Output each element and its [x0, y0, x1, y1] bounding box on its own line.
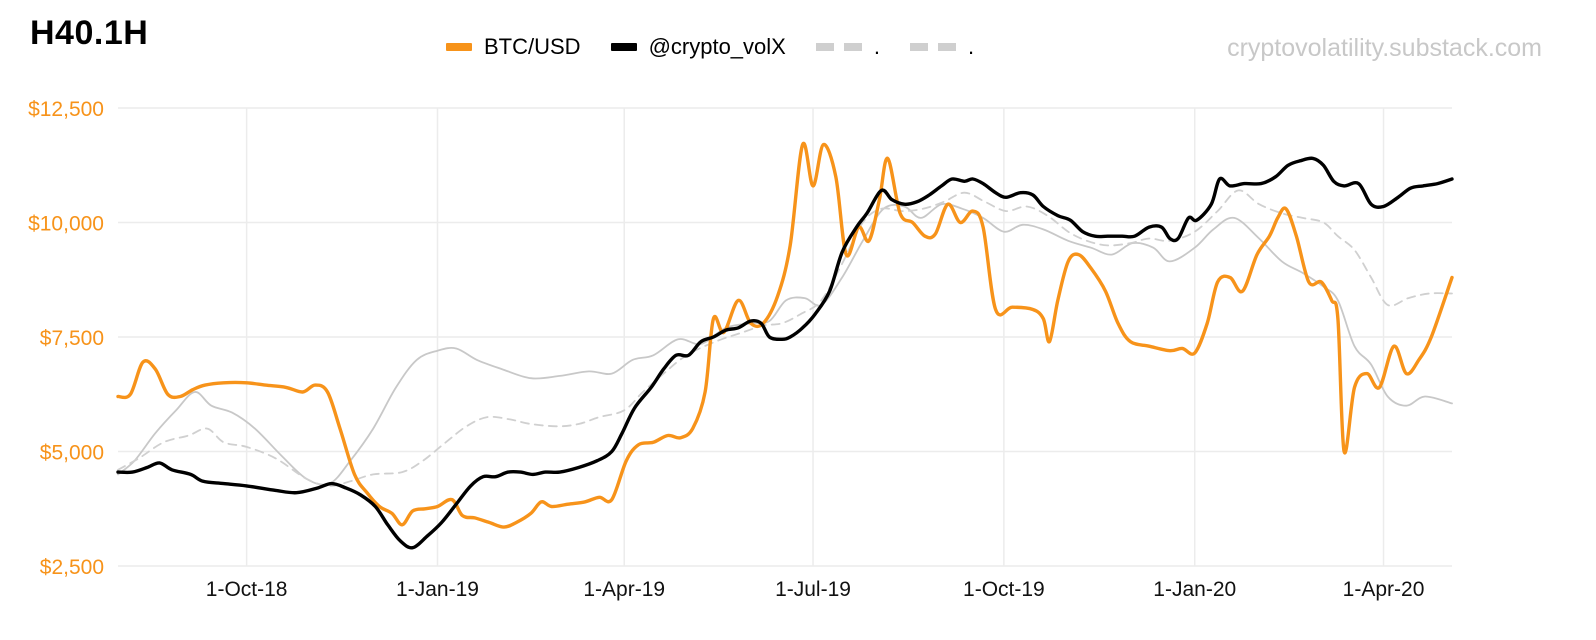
y-tick-label: $5,000 [40, 442, 104, 465]
legend-swatch-series-4 [909, 43, 956, 51]
x-tick-label: 1-Oct-18 [206, 578, 288, 601]
x-axis-ticks: 1-Oct-18 1-Jan-19 1-Apr-19 1-Jul-19 1-Oct-19… [206, 578, 1425, 601]
y-tick-label: $2,500 [40, 556, 104, 579]
watermark: cryptovolatility.substack.com [1227, 34, 1542, 62]
y-tick-label: $7,500 [40, 327, 104, 350]
series-line-btc-usd [116, 141, 1454, 529]
chart-series [116, 141, 1454, 550]
series-line-crypto-volx [116, 156, 1454, 550]
legend-label-series-4: . [967, 34, 975, 59]
legend-item-btc: BTC/USD [446, 34, 581, 60]
x-tick-label: 1-Jan-19 [396, 578, 479, 601]
chart-grid [118, 107, 1452, 567]
legend-swatch-series-3 [815, 43, 862, 51]
legend-swatch-volx [610, 43, 637, 51]
x-tick-label: 1-Jul-19 [775, 578, 851, 601]
y-tick-label: $10,000 [28, 213, 104, 236]
x-tick-label: 1-Oct-19 [963, 578, 1045, 601]
x-tick-label: 1-Apr-19 [583, 578, 665, 601]
chart-legend: BTC/USD @crypto_volX . . [446, 34, 1004, 60]
y-tick-label: $12,500 [28, 98, 104, 121]
x-tick-label: 1-Apr-20 [1343, 578, 1425, 601]
legend-item-volx: @crypto_volX [610, 34, 786, 60]
chart-title: H40.1H [30, 14, 149, 52]
series-line-gray [117, 202, 1453, 486]
series-line-dashed [117, 189, 1453, 487]
legend-label-series-3: . [873, 34, 880, 59]
legend-item-series-4: . [909, 34, 975, 60]
legend-label-btc: BTC/USD [484, 34, 581, 59]
legend-label-volx: @crypto_volX [648, 34, 786, 59]
legend-item-series-3: . [815, 34, 880, 60]
y-axis-ticks: $2,500 $5,000 $7,500 $10,000 $12,500 [28, 98, 104, 579]
x-tick-label: 1-Jan-20 [1153, 578, 1236, 601]
legend-swatch-btc [446, 43, 472, 51]
